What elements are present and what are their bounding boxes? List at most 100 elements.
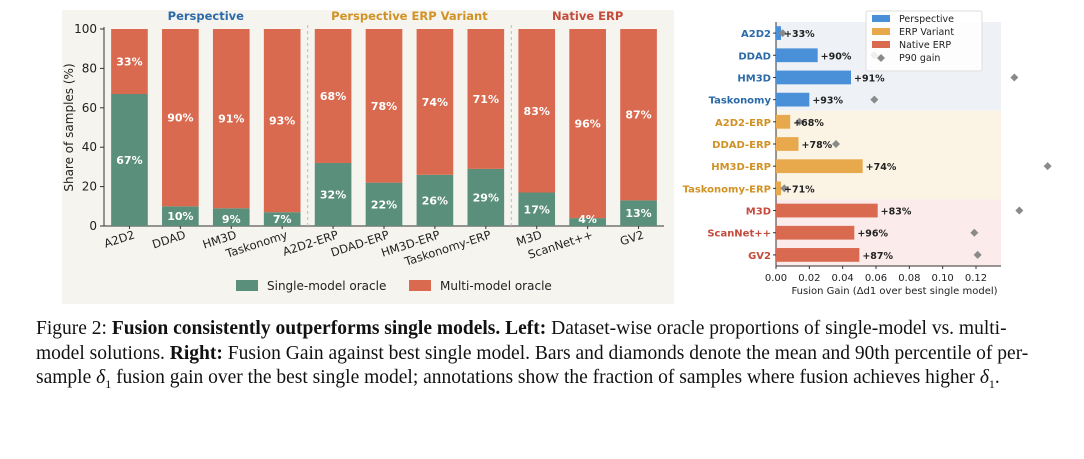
category-label: GV2 — [748, 251, 771, 262]
legend-label: P90 gain — [899, 53, 940, 64]
legend-label-single: Single-model oracle — [267, 279, 386, 293]
bar-single-model — [467, 168, 505, 226]
single-value-label: 9% — [222, 213, 241, 226]
p90-diamond — [795, 117, 804, 126]
y-axis-label: Share of samples (%) — [62, 63, 76, 191]
bar-multi-model — [518, 29, 556, 193]
p90-diamond — [1043, 162, 1052, 171]
bar-multi-model — [314, 29, 352, 163]
fraction-annotation: +71% — [784, 184, 815, 195]
mean-gain-bar — [776, 70, 851, 85]
fraction-annotation: +90% — [821, 51, 852, 62]
bar-multi-model — [620, 29, 657, 201]
caption-label: Figure 2: — [36, 318, 107, 339]
bar-single-model — [314, 162, 352, 226]
legend-swatch — [872, 15, 890, 22]
bar-single-model — [212, 208, 250, 226]
p90-diamond — [870, 95, 879, 104]
single-value-label: 10% — [167, 210, 193, 223]
category-label: HM3D-ERP — [711, 162, 771, 173]
y-tick-label: 60 — [82, 101, 97, 115]
x-tick-label: 0.02 — [798, 273, 820, 284]
multi-value-label: 68% — [320, 90, 346, 103]
bar-single-model — [518, 192, 556, 226]
p90-diamond — [973, 250, 982, 259]
multi-value-label: 96% — [574, 118, 600, 131]
y-tick-label: 80 — [82, 61, 97, 75]
caption-right-label: Right: — [169, 342, 223, 364]
figure-caption: Figure 2: Fusion consistently outperform… — [36, 318, 1029, 391]
mean-gain-bar — [776, 159, 863, 174]
legend-label: Perspective — [899, 14, 954, 25]
legend-label-multi: Multi-model oracle — [440, 279, 552, 293]
bar-multi-model — [569, 29, 606, 219]
bar-single-model — [111, 94, 148, 226]
single-value-label: 22% — [371, 198, 397, 211]
bar-multi-model — [467, 29, 505, 169]
fraction-annotation: +87% — [862, 251, 893, 262]
x-tick-label: 0.04 — [832, 273, 854, 284]
category-label: A2D2-ERP — [715, 118, 771, 129]
category-label: Taskonomy-ERP — [683, 184, 771, 195]
group-band — [776, 110, 1001, 200]
caption-right-text-1: Fusion Gain against best single model. B… — [36, 342, 1029, 389]
group-title: Perspective — [168, 9, 245, 23]
multi-value-label: 33% — [116, 56, 142, 69]
bar-single-model — [162, 206, 199, 226]
single-value-label: 32% — [320, 188, 346, 201]
bar-multi-model — [263, 29, 301, 213]
multi-value-label: 93% — [269, 115, 295, 128]
multi-value-label: 91% — [218, 113, 244, 126]
bar-single-model — [263, 212, 301, 226]
y-tick-label: 100 — [74, 22, 97, 36]
fraction-annotation: +96% — [857, 229, 888, 240]
mean-gain-bar — [776, 114, 791, 129]
figure-2: 0 20 40 60 80 100 Share of samples (%) Perspect… — [62, 9, 1052, 304]
fraction-annotation: +74% — [866, 162, 897, 173]
category-label: DDAD-ERP — [712, 140, 771, 151]
mean-gain-bar — [776, 225, 855, 240]
multi-value-label: 87% — [625, 109, 651, 122]
right-legend: Perspective ERP Variant Native ERP P90 gain — [865, 10, 983, 72]
y-tick-label: 0 — [89, 219, 97, 233]
bar-single-model — [365, 182, 403, 226]
fraction-annotation: +68% — [793, 118, 824, 129]
bar-single-model — [569, 218, 606, 226]
p90-diamond — [778, 29, 787, 38]
x-tick-label: 0.00 — [765, 273, 787, 284]
multi-value-label: 83% — [524, 105, 550, 118]
single-value-label: 29% — [473, 191, 499, 204]
delta-symbol: δ1 — [96, 367, 112, 391]
x-tick-label: 0.10 — [932, 273, 954, 284]
multi-value-label: 90% — [167, 112, 193, 125]
multi-value-label: 74% — [422, 96, 448, 109]
p90-diamond — [970, 228, 979, 237]
single-value-label: 17% — [524, 203, 550, 216]
bar-multi-model — [111, 29, 148, 95]
mean-gain-bar — [776, 181, 781, 196]
x-tick-label: 0.06 — [865, 273, 887, 284]
single-value-label: 26% — [422, 194, 448, 207]
mean-gain-bar — [776, 203, 878, 218]
bar-single-model — [416, 174, 454, 226]
p90-diamond — [1015, 206, 1024, 215]
multi-value-label: 71% — [473, 93, 499, 106]
single-value-label: 7% — [273, 213, 292, 226]
p90-diamond — [1010, 73, 1019, 82]
legend-label: ERP Variant — [899, 27, 954, 38]
bar-multi-model — [416, 29, 454, 175]
group-title: Perspective ERP Variant — [331, 9, 488, 23]
group-title: Native ERP — [552, 9, 623, 23]
single-value-label: 4% — [578, 213, 597, 226]
mean-gain-bar — [776, 26, 781, 40]
category-label: Taskonomy — [709, 96, 772, 107]
legend-label: Native ERP — [899, 40, 951, 51]
fraction-annotation: +83% — [881, 207, 912, 218]
caption-right-text-2: fusion gain over the best single model; … — [116, 367, 975, 388]
x-axis-label: Fusion Gain (Δd1 over best single model) — [791, 286, 997, 297]
category-label: DDAD — [738, 51, 771, 62]
bar-multi-model — [365, 29, 403, 183]
mean-gain-bar — [776, 48, 818, 63]
mean-gain-bar — [776, 248, 860, 262]
bar-single-model — [620, 200, 657, 226]
